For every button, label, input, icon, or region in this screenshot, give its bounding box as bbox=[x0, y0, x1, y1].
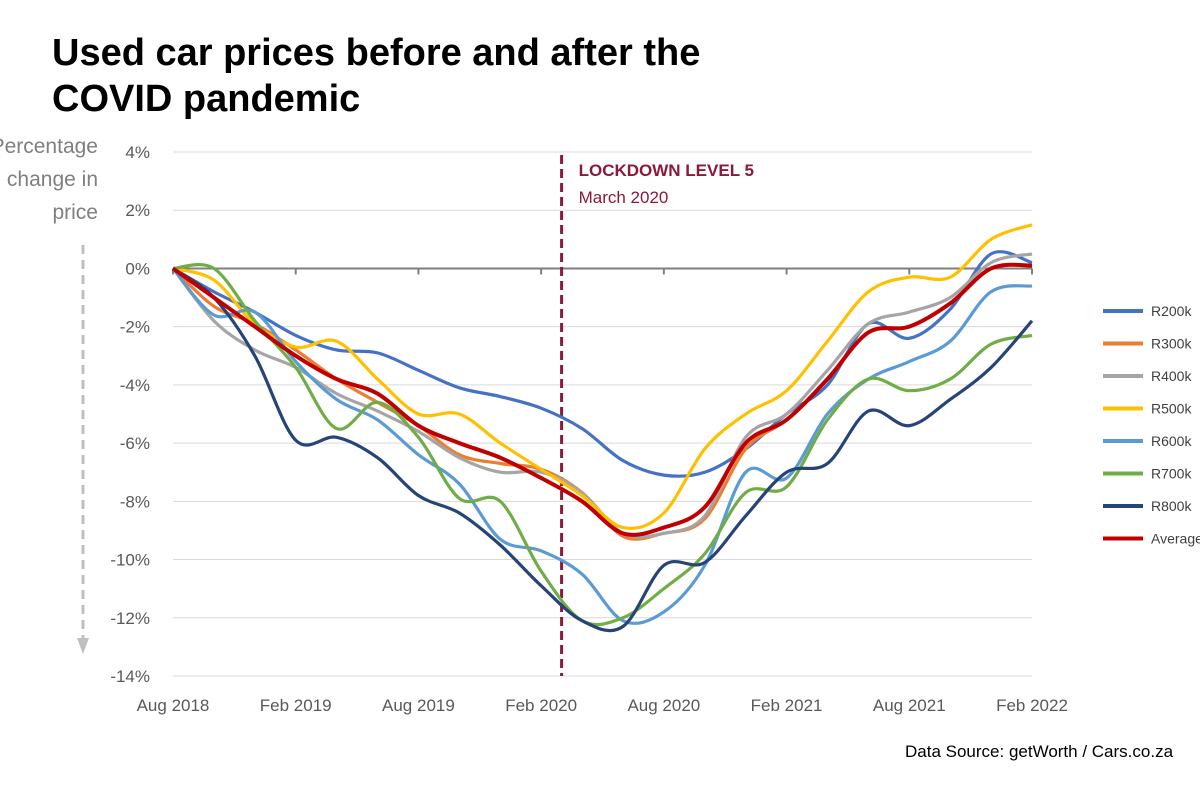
y-tick-label: -8% bbox=[120, 492, 150, 511]
lockdown-label: LOCKDOWN LEVEL 5 bbox=[579, 161, 754, 180]
x-tick-label: Aug 2019 bbox=[382, 696, 455, 715]
legend-label: R500k bbox=[1151, 401, 1192, 417]
x-tick-label: Feb 2020 bbox=[505, 696, 577, 715]
series-line-r600k bbox=[171, 267, 1033, 625]
y-axis-label-line: price bbox=[52, 201, 98, 224]
x-tick-label: Aug 2018 bbox=[137, 696, 210, 715]
series-line-average bbox=[171, 262, 1033, 537]
x-tick-label: Aug 2020 bbox=[627, 696, 700, 715]
x-tick-label: Feb 2021 bbox=[751, 696, 823, 715]
y-tick-label: -4% bbox=[120, 376, 150, 395]
series-line-r200k bbox=[172, 250, 1033, 478]
y-axis-label-line: change in bbox=[6, 168, 98, 191]
legend-label: R800k bbox=[1151, 498, 1192, 514]
legend-label: R400k bbox=[1151, 368, 1192, 384]
y-tick-label: 2% bbox=[125, 201, 150, 220]
y-tick-label: -12% bbox=[110, 609, 150, 628]
y-tick-label: 0% bbox=[125, 259, 150, 278]
x-tick-label: Feb 2022 bbox=[996, 696, 1068, 715]
y-axis-label-line: Percentage bbox=[0, 135, 98, 158]
legend-label: R200k bbox=[1151, 303, 1192, 319]
legend-label: Average bbox=[1151, 531, 1200, 547]
series-line-r400k bbox=[171, 252, 1033, 539]
data-source: Data Source: getWorth / Cars.co.za bbox=[905, 742, 1174, 761]
y-tick-label: -14% bbox=[110, 667, 150, 686]
y-tick-label: 4% bbox=[125, 143, 150, 162]
y-tick-label: -10% bbox=[110, 551, 150, 570]
y-tick-label: -6% bbox=[120, 434, 150, 453]
series-line-r500k bbox=[172, 223, 1033, 530]
series-line-r800k bbox=[172, 267, 1034, 633]
legend-label: R700k bbox=[1151, 466, 1192, 482]
y-tick-label: -2% bbox=[120, 318, 150, 337]
legend-label: R600k bbox=[1151, 433, 1192, 449]
x-tick-label: Feb 2019 bbox=[260, 696, 332, 715]
x-tick-label: Aug 2021 bbox=[873, 696, 946, 715]
y-axis-label: Percentage change in price bbox=[0, 130, 98, 229]
chart-title: Used car prices before and after the COV… bbox=[52, 32, 701, 120]
legend-label: R300k bbox=[1151, 336, 1192, 352]
lockdown-date: March 2020 bbox=[579, 188, 669, 207]
y-axis-arrowhead bbox=[77, 638, 89, 654]
series-line-r300k bbox=[171, 263, 1033, 541]
